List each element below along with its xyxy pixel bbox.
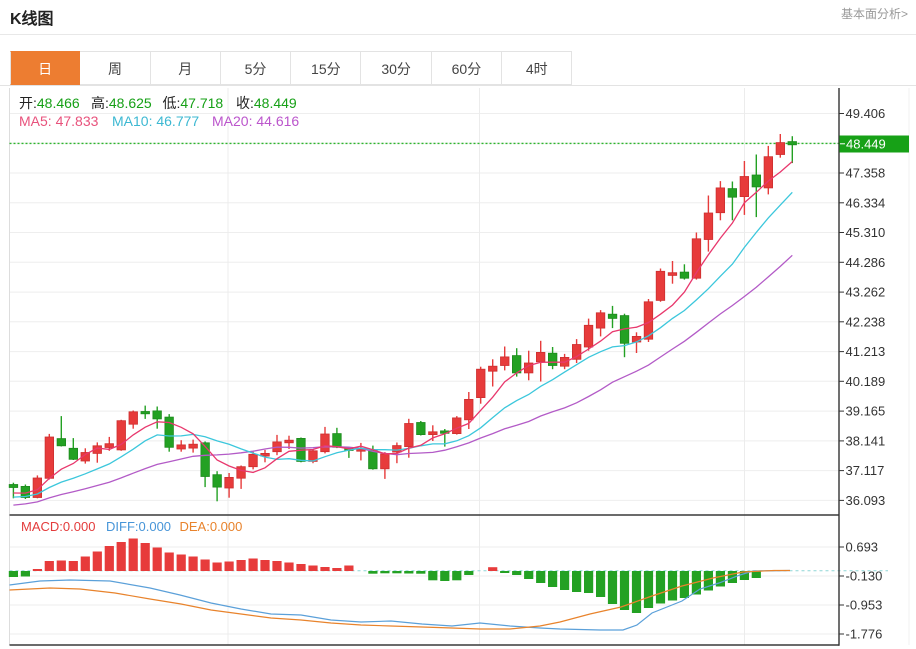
svg-text:46.334: 46.334: [846, 195, 886, 210]
svg-text:48.449: 48.449: [846, 136, 886, 151]
svg-text:40.189: 40.189: [846, 374, 886, 389]
svg-text:37.117: 37.117: [846, 463, 885, 478]
svg-text:43.262: 43.262: [846, 285, 886, 300]
svg-text:38.141: 38.141: [846, 433, 886, 448]
svg-text:44.286: 44.286: [846, 255, 886, 270]
svg-text:36.093: 36.093: [846, 493, 886, 508]
svg-text:-0.130: -0.130: [846, 569, 883, 584]
svg-text:45.310: 45.310: [846, 225, 886, 240]
svg-text:-0.953: -0.953: [846, 598, 883, 613]
svg-text:-1.776: -1.776: [846, 627, 883, 642]
svg-text:41.213: 41.213: [846, 344, 886, 359]
svg-text:39.165: 39.165: [846, 404, 886, 419]
svg-text:49.406: 49.406: [846, 106, 886, 121]
svg-text:42.238: 42.238: [846, 314, 886, 329]
svg-text:47.358: 47.358: [846, 166, 886, 181]
svg-text:0.693: 0.693: [846, 540, 879, 555]
